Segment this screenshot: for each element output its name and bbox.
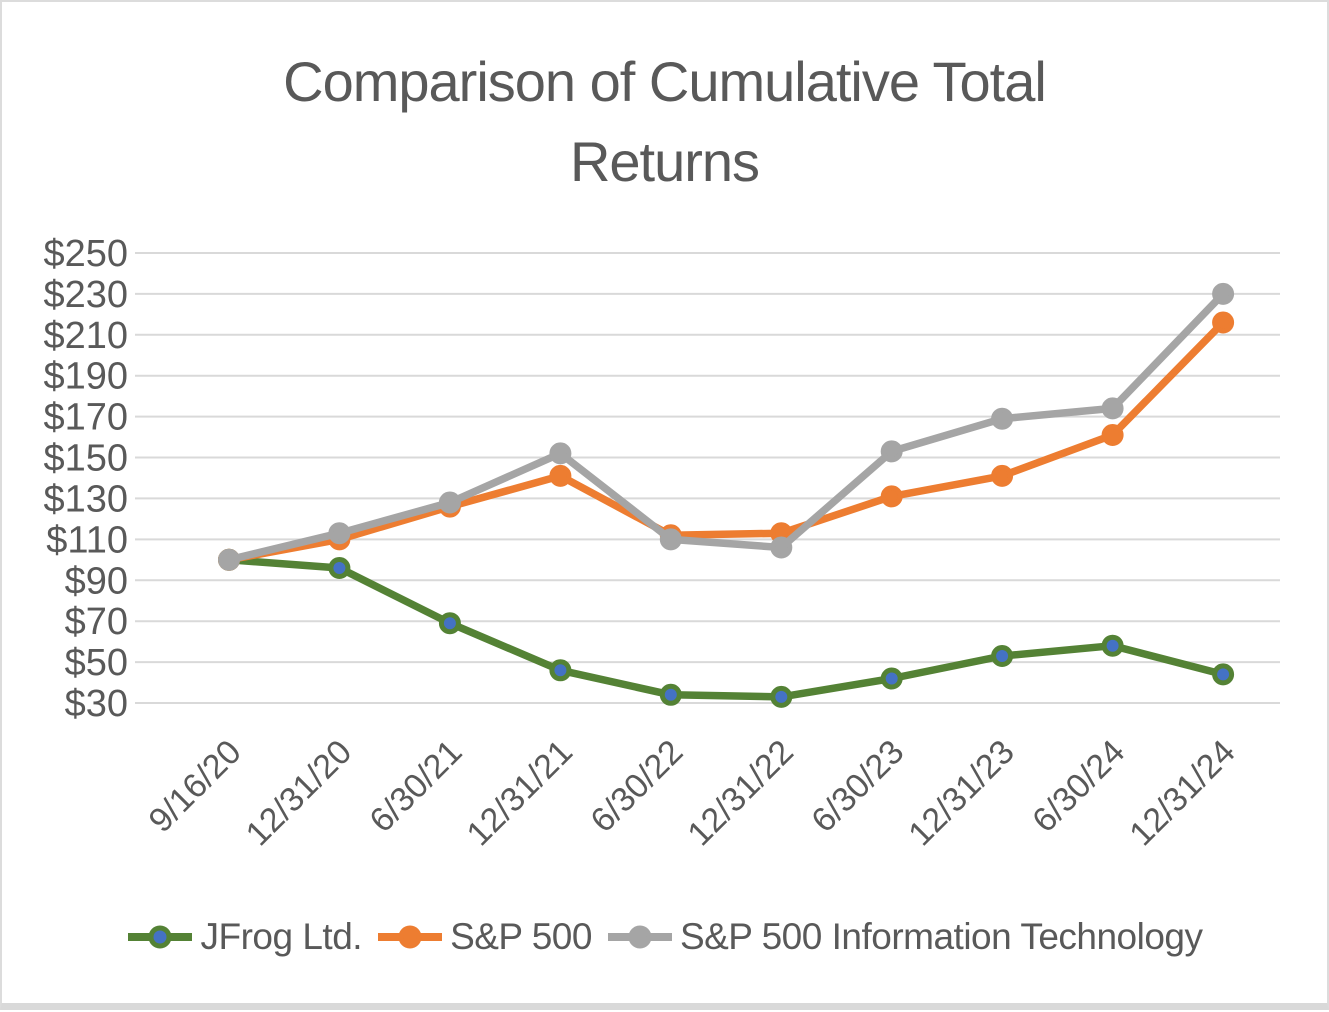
legend-label-sp500: S&P 500 [450,916,592,957]
data-point-jfrog-ltd [328,557,351,579]
data-point-jfrog-ltd [438,612,461,635]
data-point-s-p-500-information-technology [1212,282,1235,305]
y-tick-label: $30 [65,683,128,725]
series-line-s-p-500 [225,318,1227,564]
x-tick-label: 6/30/21 [362,733,469,840]
data-point-s-p-500-information-technology [218,548,240,571]
data-point-s-p-500-information-technology [549,442,572,465]
data-point-s-p-500-information-technology [880,440,903,463]
y-tick-label: $50 [65,642,128,684]
y-tick-label: $170 [43,397,128,439]
y-tick-label: $210 [43,315,128,357]
y-tick-label: $230 [43,274,128,316]
data-point-s-p-500 [1101,424,1124,446]
data-point-jfrog-ltd [1212,663,1235,686]
legend-label-sp500-it: S&P 500 Information Technology [679,916,1203,957]
legend-label-jfrog: JFrog Ltd. [200,916,363,957]
data-point-s-p-500 [549,464,572,487]
x-tick-label: 6/30/22 [583,733,690,840]
series-line-jfrog-ltd [225,556,1227,701]
x-tick-label: 6/30/24 [1025,733,1132,840]
data-point-s-p-500 [991,464,1014,487]
y-tick-label: $110 [46,519,128,561]
legend-item-jfrog: JFrog Ltd. [126,916,363,958]
chart-legend: JFrog Ltd. S&P 500 S&P 500 Information T… [2,916,1327,958]
x-tick-label: 12/31/20 [239,733,359,853]
data-point-jfrog-ltd [659,683,682,706]
x-tick-label: 6/30/23 [804,733,911,840]
data-point-s-p-500-information-technology [659,528,682,551]
chart-title: Comparison of Cumulative Total Returns [283,50,1047,194]
data-point-s-p-500-information-technology [991,407,1014,430]
x-tick-label: 9/16/20 [142,733,249,840]
x-tick-label: 12/31/21 [460,733,580,853]
legend-line-marker-icon [378,925,443,949]
x-tick-label: 12/31/22 [680,733,800,853]
legend-line-marker-icon [128,925,193,949]
data-point-s-p-500-information-technology [1101,397,1124,420]
data-point-s-p-500-information-technology [438,491,461,514]
legend-item-sp500-it: S&P 500 Information Technology [606,916,1203,958]
data-point-jfrog-ltd [549,659,572,682]
y-tick-label: $130 [43,478,128,520]
y-tick-label: $90 [65,560,128,602]
data-point-jfrog-ltd [770,685,793,708]
data-point-s-p-500-information-technology [770,536,793,559]
x-tick-label: 12/31/24 [1122,733,1242,853]
data-point-s-p-500 [1212,311,1235,334]
data-point-jfrog-ltd [1101,634,1124,657]
series-line-s-p-500-information-technology [225,290,1227,564]
x-tick-label: 12/31/23 [901,733,1021,853]
y-tick-label: $70 [65,601,128,643]
legend-line-marker-icon [607,925,672,949]
data-point-s-p-500 [880,485,903,508]
y-tick-label: $150 [43,438,128,480]
data-point-jfrog-ltd [991,645,1014,667]
data-point-s-p-500-information-technology [328,522,351,545]
legend-item-sp500: S&P 500 [376,916,592,958]
y-tick-label: $190 [43,356,128,398]
data-point-jfrog-ltd [880,667,903,690]
y-tick-label: $250 [43,233,128,275]
